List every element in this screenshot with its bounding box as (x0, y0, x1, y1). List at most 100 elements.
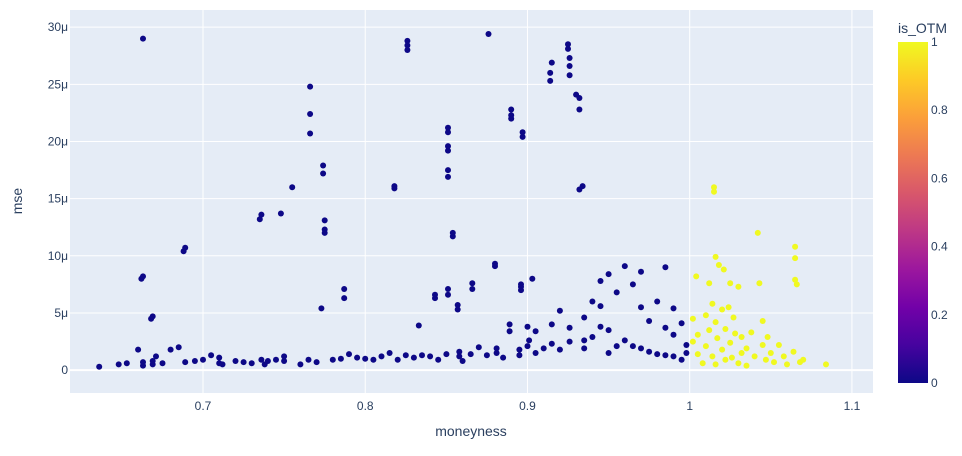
data-point (775, 342, 782, 348)
data-point (678, 320, 685, 327)
data-point (565, 45, 571, 52)
data-point (153, 353, 159, 360)
data-point (727, 339, 734, 346)
data-point (320, 162, 327, 169)
plot-background (70, 10, 873, 393)
x-axis-title: moneyness (435, 423, 507, 439)
x-tick-label: 1 (686, 399, 693, 413)
data-point (605, 327, 612, 334)
colorbar-tick-label: 0.2 (931, 308, 948, 322)
data-point (566, 63, 573, 69)
data-point (540, 345, 547, 352)
data-point (589, 298, 596, 305)
data-point (264, 358, 271, 364)
data-point (454, 302, 461, 308)
data-point (483, 352, 490, 359)
data-point (305, 356, 312, 363)
data-point (445, 147, 451, 154)
data-point (404, 37, 411, 44)
x-tick-label: 0.8 (357, 399, 374, 413)
data-point (445, 173, 451, 180)
data-point (289, 184, 296, 191)
data-point (613, 289, 620, 296)
data-point (738, 334, 745, 340)
data-point (662, 264, 669, 271)
y-tick-label: 25μ (48, 77, 68, 91)
data-point (581, 337, 588, 344)
data-point (654, 351, 661, 358)
data-point (445, 129, 451, 136)
data-point (506, 328, 513, 335)
data-point (605, 271, 612, 278)
data-point (597, 323, 604, 330)
data-point (589, 334, 596, 340)
data-point (638, 345, 644, 352)
data-point (427, 353, 434, 360)
data-point (712, 361, 719, 368)
data-point (232, 358, 239, 364)
data-point (689, 315, 696, 322)
data-point (500, 354, 507, 361)
data-point (711, 184, 717, 191)
data-point (793, 281, 800, 288)
data-point (566, 324, 573, 331)
data-point (318, 305, 325, 312)
data-point (566, 338, 573, 345)
data-point (532, 328, 539, 335)
data-point (706, 280, 713, 287)
data-point (526, 337, 533, 344)
data-point (699, 360, 706, 367)
data-point (404, 42, 411, 49)
data-point (638, 304, 644, 311)
data-point (219, 361, 226, 368)
x-tick-labels: 0.7 0.8 0.9 1 1.1 (195, 399, 861, 413)
data-point (445, 124, 451, 131)
data-point (719, 306, 726, 313)
data-point (556, 307, 563, 314)
data-point (475, 344, 482, 351)
data-point (579, 183, 586, 190)
data-point (722, 326, 729, 332)
data-point (135, 346, 142, 353)
data-point (394, 356, 401, 363)
data-point (445, 167, 451, 174)
colorbar-tick-label: 0.6 (931, 171, 948, 185)
data-point (730, 314, 737, 321)
data-point (341, 295, 348, 302)
y-gridlines (70, 26, 873, 372)
colorbar-tick-label: 1 (931, 35, 938, 49)
data-point (506, 321, 513, 328)
data-point (759, 318, 766, 324)
colorbar-gradient (898, 42, 928, 383)
data-point (508, 106, 515, 113)
data-point (346, 351, 352, 358)
data-point (256, 216, 263, 223)
data-point (519, 129, 526, 136)
data-point (547, 77, 554, 84)
x-gridlines (202, 10, 853, 393)
data-point (354, 354, 361, 361)
data-point (670, 331, 677, 338)
data-point (459, 358, 466, 364)
data-point (240, 359, 247, 366)
data-point (748, 329, 755, 336)
data-point (576, 95, 583, 101)
data-point (548, 59, 555, 66)
data-point (823, 361, 829, 368)
data-point (662, 324, 669, 331)
data-point (140, 273, 146, 280)
data-point (605, 350, 612, 356)
data-point (597, 278, 604, 284)
data-point (391, 183, 398, 190)
data-point (445, 291, 451, 298)
data-point (321, 226, 328, 233)
colorbar-title: is_OTM (898, 20, 947, 36)
data-point (719, 346, 726, 353)
data-point (191, 358, 198, 364)
data-point (492, 260, 498, 267)
data-point (764, 334, 771, 340)
data-point (751, 353, 758, 360)
data-point (337, 355, 344, 362)
data-point (208, 352, 215, 359)
data-point (402, 352, 409, 359)
